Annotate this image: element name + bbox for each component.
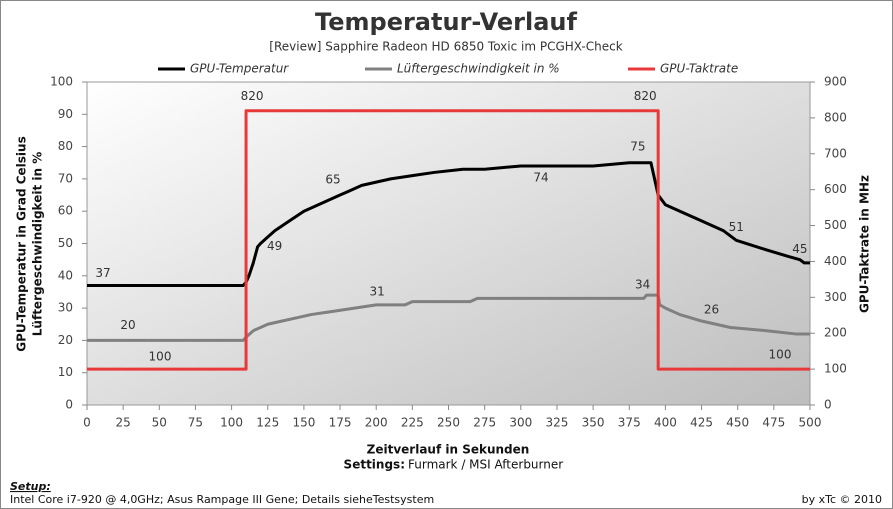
data-label: 49 [267, 239, 282, 253]
y2-tick-label: 0 [824, 398, 832, 412]
x-tick-label: 250 [437, 416, 460, 430]
settings-label: Settings: [344, 458, 405, 472]
series-line [87, 109, 810, 371]
legend-label: GPU-Taktrate [660, 62, 738, 76]
series-line [87, 293, 810, 342]
data-label: 51 [729, 220, 744, 234]
x-tick-label: 350 [582, 416, 605, 430]
x-tick-label: 200 [365, 416, 388, 430]
x-tick-label: 0 [83, 416, 91, 430]
x-tick-label: 450 [726, 416, 749, 430]
chart-title: Temperatur-Verlauf [315, 8, 577, 36]
x-tick-label: 375 [618, 416, 641, 430]
y-tick-label: 20 [58, 333, 73, 347]
y2-tick-label: 900 [824, 75, 847, 89]
y2-tick-label: 600 [824, 182, 847, 196]
y2-tick-label: 300 [824, 290, 847, 304]
data-label: 820 [634, 89, 657, 103]
y-tick-label: 0 [65, 398, 73, 412]
y-tick-label: 90 [58, 107, 73, 121]
y2-tick-label: 500 [824, 218, 847, 232]
settings-text: Furmark / MSI Afterburner [408, 458, 563, 472]
x-axis-title: Zeitverlauf in Sekunden [367, 443, 530, 457]
x-tick-label: 475 [762, 416, 785, 430]
y-tick-label: 30 [58, 301, 73, 315]
x-tick-label: 150 [292, 416, 315, 430]
data-label: 74 [533, 170, 548, 184]
y2-tick-label: 800 [824, 110, 847, 124]
x-tick-label: 175 [329, 416, 352, 430]
x-tick-label: 275 [473, 416, 496, 430]
y-tick-label: 70 [58, 171, 73, 185]
setup-text: Intel Core i7-920 @ 4,0GHz; Asus Rampage… [10, 493, 434, 506]
x-tick-label: 425 [690, 416, 713, 430]
setup-label: Setup: [10, 480, 51, 493]
series-line [87, 161, 810, 287]
y-tick-label: 50 [58, 236, 73, 250]
data-label: 45 [792, 242, 807, 256]
x-tick-label: 125 [256, 416, 279, 430]
y2-tick-label: 700 [824, 146, 847, 160]
x-tick-label: 100 [220, 416, 243, 430]
y-axis-title: GPU-Temperatur in Grad Celsius [15, 136, 29, 351]
y-tick-label: 100 [50, 75, 73, 89]
data-label: 26 [704, 303, 719, 317]
x-tick-label: 225 [401, 416, 424, 430]
data-label: 65 [325, 173, 340, 187]
y2-tick-label: 200 [824, 326, 847, 340]
data-label: 34 [635, 278, 650, 292]
y-tick-label: 10 [58, 365, 73, 379]
credit: by xTc © 2010 [802, 493, 882, 506]
legend-label: Lüftergeschwindigkeit in % [397, 62, 560, 76]
y-tick-label: 60 [58, 204, 73, 218]
x-tick-label: 300 [509, 416, 532, 430]
x-tick-label: 500 [799, 416, 822, 430]
y-tick-label: 80 [58, 139, 73, 153]
x-tick-label: 325 [545, 416, 568, 430]
y2-tick-label: 400 [824, 254, 847, 268]
data-label: 37 [95, 266, 110, 280]
data-label: 75 [630, 139, 645, 153]
x-tick-label: 50 [152, 416, 167, 430]
data-label: 820 [241, 89, 264, 103]
x-tick-label: 75 [188, 416, 203, 430]
x-tick-label: 25 [116, 416, 131, 430]
plot-area [86, 81, 811, 406]
y2-tick-label: 100 [824, 362, 847, 376]
data-label: 100 [149, 350, 172, 364]
y-tick-label: 40 [58, 268, 73, 282]
y-axis-title: Lüftergeschwindigkeit in % [31, 152, 45, 336]
data-label: 20 [120, 318, 135, 332]
x-tick-label: 400 [654, 416, 677, 430]
data-label: 100 [769, 348, 792, 362]
subtitle: [Review] Sapphire Radeon HD 6850 Toxic i… [269, 40, 622, 54]
legend-label: GPU-Temperatur [190, 62, 289, 76]
y2-axis-title: GPU-Taktrate in MHz [858, 175, 872, 313]
data-label: 31 [370, 284, 385, 298]
